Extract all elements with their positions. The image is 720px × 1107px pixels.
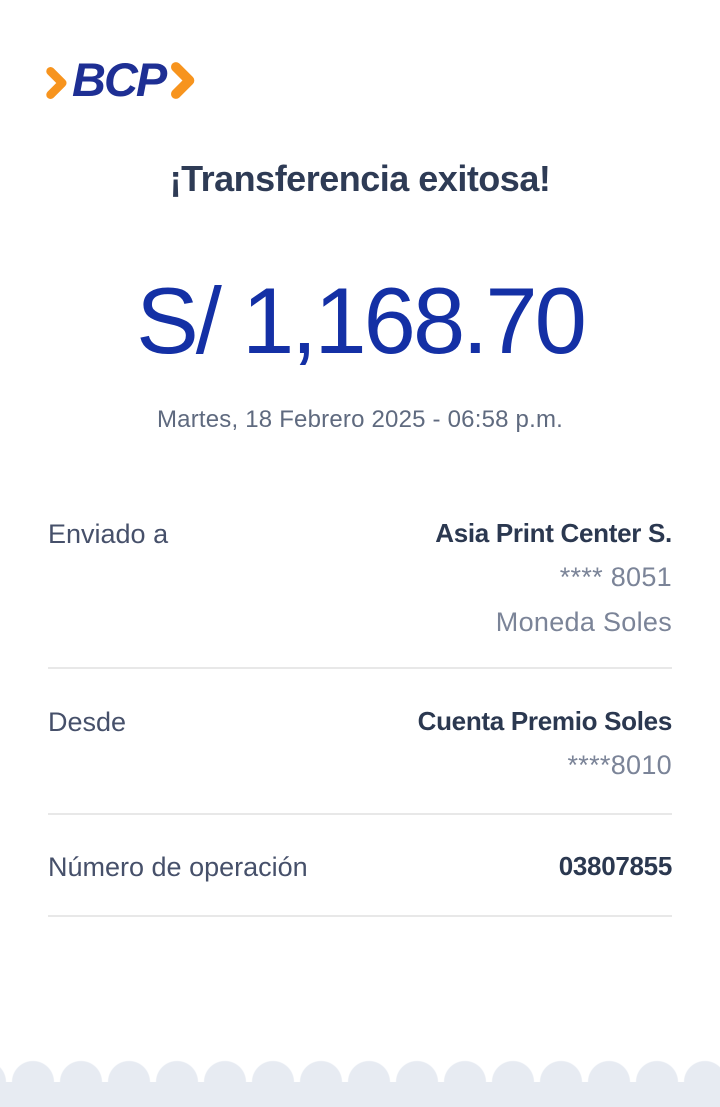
bcp-logo: BCP xyxy=(46,56,198,103)
scallop-band xyxy=(0,1082,720,1107)
recipient-name: Asia Print Center S. xyxy=(435,518,672,548)
sent-to-row: Enviado a Asia Print Center S. **** 8051… xyxy=(48,518,672,638)
transfer-datetime: Martes, 18 Febrero 2025 - 06:58 p.m. xyxy=(156,406,564,433)
operation-row: Número de operación 03807855 xyxy=(48,851,672,883)
sent-to-values: Asia Print Center S. **** 8051 Moneda So… xyxy=(435,518,672,638)
success-title: ¡Transferencia exitosa! xyxy=(169,158,551,199)
transfer-amount: S/ 1,168.70 xyxy=(136,268,587,373)
operation-values: 03807855 xyxy=(558,851,673,882)
recipient-account-mask: **** 8051 xyxy=(559,562,672,593)
from-values: Cuenta Premio Soles ****8010 xyxy=(417,706,673,782)
from-account-name: Cuenta Premio Soles xyxy=(417,706,673,736)
from-account-mask: ****8010 xyxy=(567,750,672,781)
sent-to-label: Enviado a xyxy=(48,519,169,549)
bcp-chevron-right-icon xyxy=(171,62,195,99)
bcp-logo-text: BCP xyxy=(72,53,167,106)
operation-label: Número de operación xyxy=(48,852,308,882)
section-divider xyxy=(48,915,672,917)
bcp-chevron-left-icon xyxy=(46,66,67,99)
from-label: Desde xyxy=(48,707,127,737)
section-divider xyxy=(48,667,672,669)
receipt-scallop-edge xyxy=(0,1060,720,1107)
scallop-bumps xyxy=(0,1060,720,1082)
recipient-currency: Moneda Soles xyxy=(495,606,672,637)
operation-number: 03807855 xyxy=(558,851,673,881)
from-row: Desde Cuenta Premio Soles ****8010 xyxy=(48,706,672,782)
section-divider xyxy=(48,813,672,815)
